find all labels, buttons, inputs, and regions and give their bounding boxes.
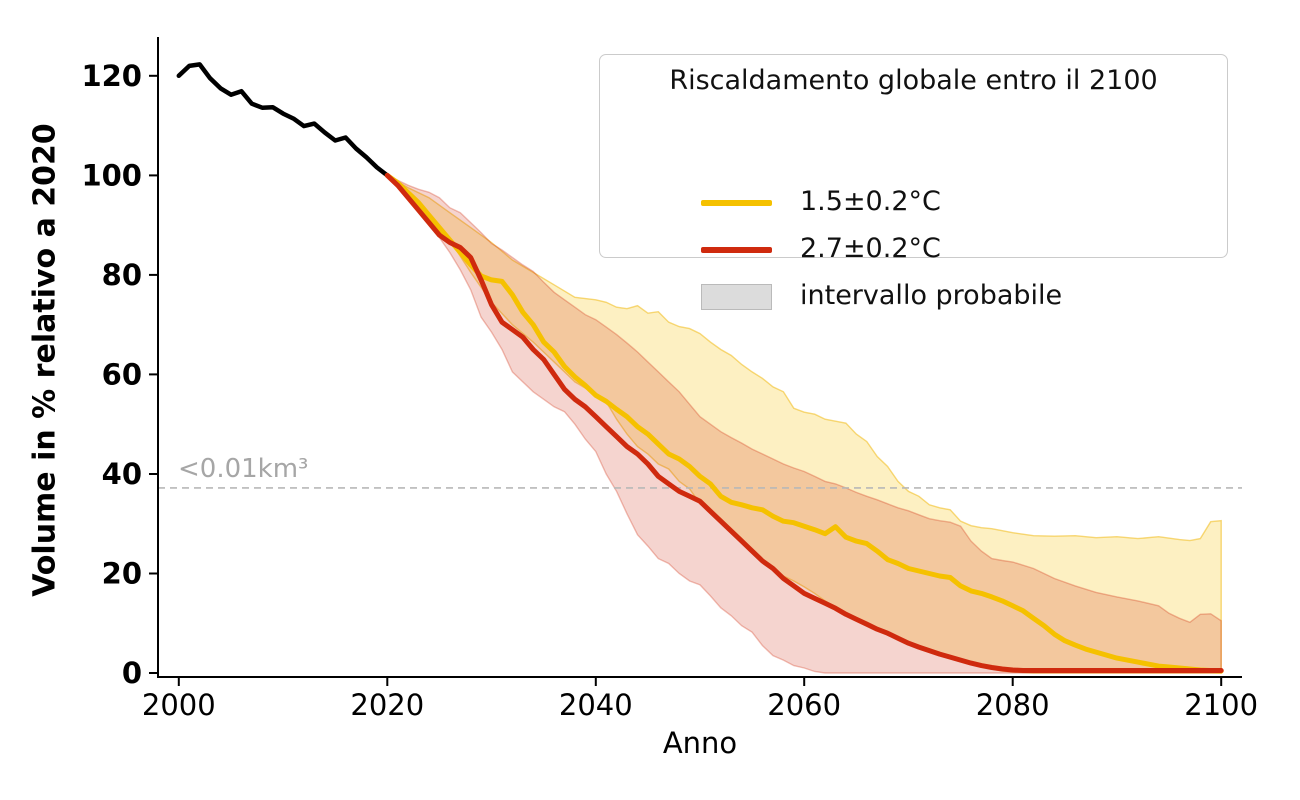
legend-line-swatch-yellow: [701, 200, 772, 206]
threshold-label: <0.01km³: [178, 454, 309, 484]
y-tick-label: 100: [81, 158, 142, 192]
legend-title: Riscaldamento globale entro il 2100: [669, 65, 1158, 96]
legend-label: 1.5±0.2°C: [800, 186, 941, 217]
legend-entry-likely-range: intervallo probabile: [600, 280, 1227, 314]
line-storico: [176, 62, 390, 178]
legend-entry-2.7C: 2.7±0.2°C: [600, 233, 1227, 267]
legend-label: intervallo probabile: [800, 280, 1063, 311]
x-axis-label: Anno: [662, 726, 738, 760]
y-tick-label: 80: [102, 258, 142, 292]
y-tick-label: 60: [102, 357, 142, 391]
x-tick-label: 2100: [1184, 688, 1258, 722]
x-tick-label: 2000: [142, 688, 216, 722]
y-axis-label: Volume in % relativo a 2020: [27, 123, 63, 597]
band-likely-range-2.7C: [386, 174, 1222, 674]
legend: Riscaldamento globale entro il 2100 1.5±…: [599, 54, 1228, 311]
legend-patch-swatch-gray: [701, 284, 772, 310]
y-tick-label: 40: [102, 457, 142, 491]
legend-label: 2.7±0.2°C: [800, 233, 941, 264]
uncertainty-bands: [386, 174, 1222, 674]
x-tick-label: 2020: [350, 688, 424, 722]
legend-entry-1.5C: 1.5±0.2°C: [600, 186, 1227, 220]
y-tick-label: 0: [122, 656, 142, 690]
data-lines: [176, 62, 1224, 674]
y-tick-label: 20: [102, 557, 142, 591]
x-tick-label: 2080: [976, 688, 1050, 722]
x-tick-label: 2040: [559, 688, 633, 722]
line-2.7±0.2°C: [384, 172, 1224, 673]
x-tick-label: 2060: [767, 688, 841, 722]
y-tick-label: 120: [81, 59, 142, 93]
legend-line-swatch-red: [701, 247, 772, 253]
line-1.5±0.2°C: [384, 172, 1224, 674]
